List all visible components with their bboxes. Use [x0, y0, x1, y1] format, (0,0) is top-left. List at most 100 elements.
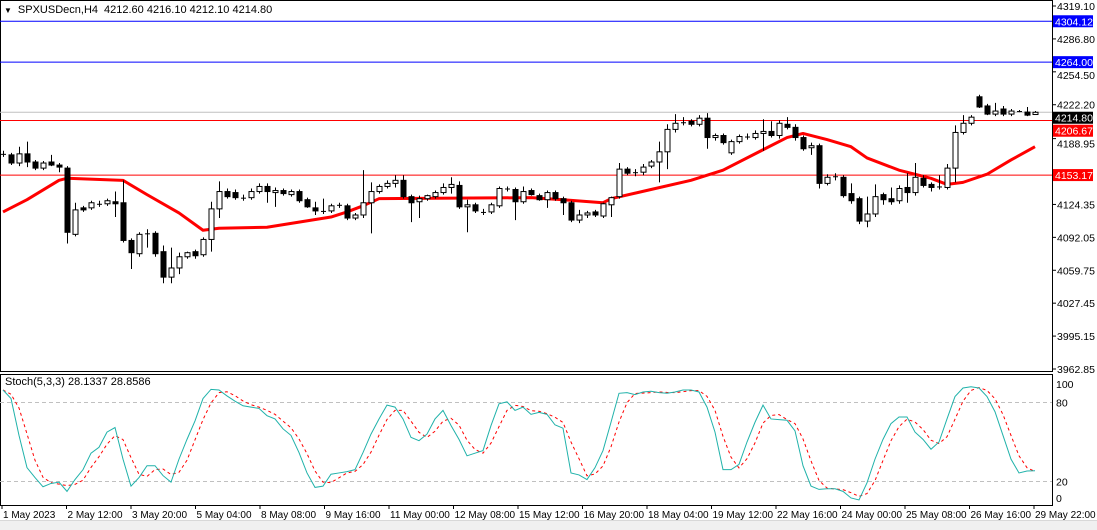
candle-body — [809, 146, 814, 148]
candle-body — [121, 203, 126, 241]
candle — [817, 144, 822, 189]
candle-body — [137, 234, 142, 253]
price-pane[interactable] — [0, 1, 1053, 372]
candle-body — [33, 162, 38, 168]
candle-body — [281, 191, 286, 194]
candle-body — [553, 193, 558, 199]
candle-body — [385, 183, 390, 186]
candle-body — [257, 186, 262, 191]
stochastic-pane-frame — [1, 375, 1053, 506]
candle-body — [993, 111, 998, 114]
level-label: 4264.00 — [1055, 57, 1093, 69]
candle-body — [441, 187, 446, 192]
candle-body — [513, 190, 518, 202]
candle-body — [585, 213, 590, 215]
candle-body — [825, 177, 830, 183]
candle — [897, 185, 902, 203]
candle-body — [289, 192, 294, 195]
triangle-down-icon[interactable]: ▼ — [4, 6, 12, 15]
candle-body — [401, 180, 406, 196]
candle-body — [41, 163, 46, 168]
candle-body — [465, 205, 470, 207]
candle-body — [473, 205, 478, 211]
candle — [137, 232, 142, 256]
candle-body — [673, 123, 678, 129]
candle-body — [601, 204, 606, 216]
candle-body — [249, 192, 254, 198]
candle — [497, 186, 502, 207]
candle — [777, 120, 782, 138]
candle-body — [953, 132, 958, 168]
candle — [457, 181, 462, 209]
candle-body — [377, 186, 382, 191]
price-tick-label: 4092.05 — [1057, 232, 1095, 244]
stochastic-pane[interactable] — [0, 375, 1053, 506]
candle-body — [873, 197, 878, 214]
stochastic-tick-label: 80 — [1056, 398, 1068, 410]
candle-body — [785, 124, 790, 127]
candle-body — [65, 168, 70, 232]
candle — [161, 246, 166, 284]
candle-body — [753, 133, 758, 137]
candle-body — [449, 184, 454, 187]
candle-body — [977, 97, 982, 107]
candle — [857, 197, 862, 225]
candle-body — [537, 196, 542, 200]
candle — [841, 175, 846, 197]
candle-body — [769, 131, 774, 135]
candle-body — [1001, 109, 1006, 114]
candle-body — [665, 129, 670, 151]
candle-body — [73, 210, 78, 234]
candle-body — [985, 106, 990, 114]
candle-body — [497, 188, 502, 205]
candle-body — [913, 177, 918, 192]
candle-body — [129, 240, 134, 252]
candle-body — [113, 202, 118, 204]
candle — [569, 201, 574, 222]
candle-body — [9, 155, 14, 163]
candle-body — [521, 192, 526, 202]
candle-body — [353, 215, 358, 218]
candle-body — [689, 121, 694, 124]
candle-body — [161, 252, 166, 277]
candle-body — [297, 192, 302, 201]
candle-body — [313, 208, 318, 211]
candle-body — [593, 212, 598, 215]
candle-body — [625, 169, 630, 173]
candle — [297, 190, 302, 203]
candle-body — [169, 268, 174, 277]
candle-body — [81, 208, 86, 210]
candle-body — [801, 138, 806, 149]
candle — [801, 136, 806, 151]
candle-body — [265, 186, 270, 191]
candle-body — [905, 187, 910, 192]
candle-body — [425, 196, 430, 199]
candle-body — [561, 199, 566, 203]
candle-body — [89, 203, 94, 208]
candle-body — [177, 257, 182, 268]
candle-body — [25, 154, 30, 162]
candle-body — [881, 195, 886, 200]
candle-body — [617, 169, 622, 197]
candle-body — [961, 123, 966, 132]
candle — [65, 166, 70, 243]
candle-body — [569, 203, 574, 220]
candle-body — [577, 215, 582, 220]
candle-body — [737, 137, 742, 142]
candle-body — [945, 168, 950, 187]
candle-body — [345, 206, 350, 218]
candle-body — [857, 199, 862, 221]
price-tick-label: 4319.10 — [1057, 1, 1095, 13]
candle-body — [777, 123, 782, 135]
candle-body — [1009, 111, 1014, 114]
candle-body — [433, 193, 438, 197]
candle-body — [153, 233, 158, 253]
candle-body — [609, 198, 614, 205]
price-tick-label: 3995.15 — [1057, 331, 1095, 343]
candle-body — [233, 193, 238, 198]
candle — [345, 204, 350, 220]
candle-body — [209, 209, 214, 240]
candle-body — [57, 165, 62, 167]
candle-body — [929, 184, 934, 187]
